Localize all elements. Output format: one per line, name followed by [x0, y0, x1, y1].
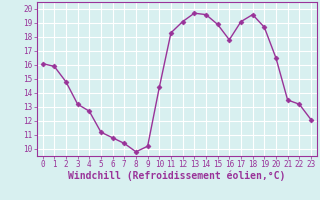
X-axis label: Windchill (Refroidissement éolien,°C): Windchill (Refroidissement éolien,°C)	[68, 171, 285, 181]
